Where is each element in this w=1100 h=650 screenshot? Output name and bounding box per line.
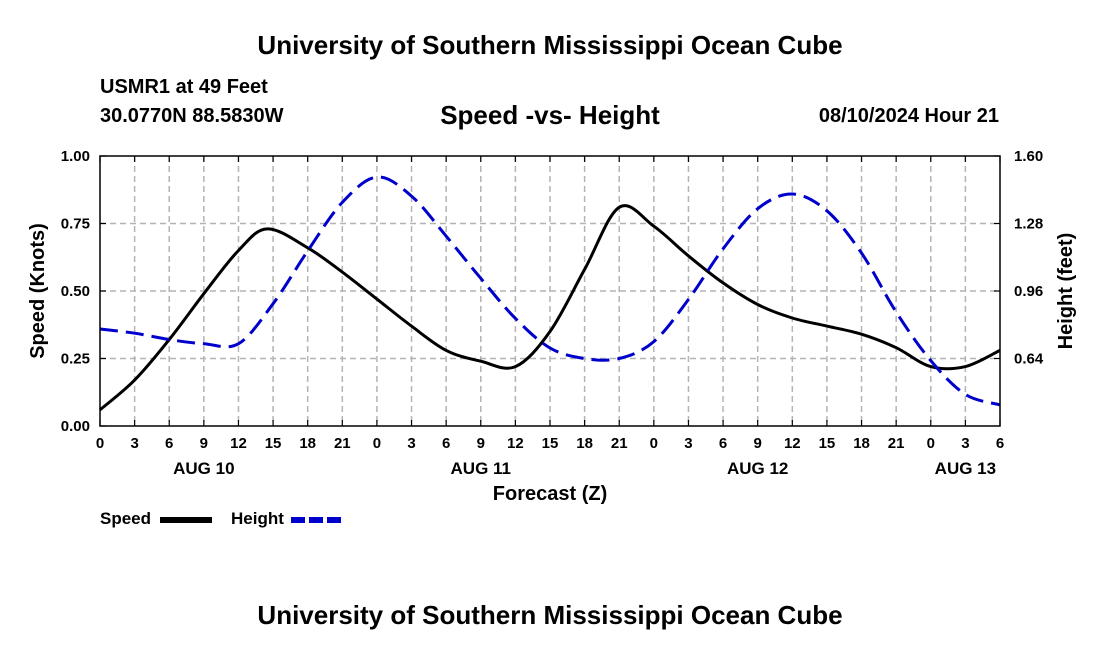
station-label: USMR1 at 49 Feet xyxy=(100,76,268,98)
x-tick-label: 3 xyxy=(961,435,969,452)
x-axis-label: Forecast (Z) xyxy=(493,483,607,505)
x-tick-label: 9 xyxy=(200,435,208,452)
y-tick-label: 0.25 xyxy=(61,351,90,368)
x-tick-label: 9 xyxy=(754,435,762,452)
y2-tick-label: 1.28 xyxy=(1014,216,1043,233)
chart-subtitle: Speed -vs- Height xyxy=(440,100,660,130)
x-tick-label: 21 xyxy=(888,435,905,452)
grid-layer xyxy=(100,156,1000,426)
x-tick-label: 12 xyxy=(784,435,801,452)
x-tick-label: 6 xyxy=(996,435,1004,452)
x-tick-label: 12 xyxy=(230,435,247,452)
legend-height-swatch xyxy=(291,517,343,523)
main-title: University of Southern Mississippi Ocean… xyxy=(257,30,843,60)
x-tick-label: 15 xyxy=(819,435,836,452)
y2-tick-label: 0.96 xyxy=(1014,283,1043,300)
x-tick-label: 0 xyxy=(927,435,935,452)
x-tick-label: 21 xyxy=(611,435,628,452)
x-tick-label: 0 xyxy=(96,435,104,452)
x-tick-label: 18 xyxy=(853,435,870,452)
y2-tick-label: 1.60 xyxy=(1014,148,1043,165)
speed-series-line xyxy=(99,204,1001,411)
x-tick-label: 15 xyxy=(265,435,282,452)
x-tick-label: 6 xyxy=(442,435,450,452)
x-tick-label: 18 xyxy=(576,435,593,452)
date-label: AUG 10 xyxy=(173,459,234,478)
y-tick-label: 0.50 xyxy=(61,283,90,300)
legend-speed-swatch xyxy=(160,517,212,523)
x-tick-label: 6 xyxy=(719,435,727,452)
x-tick-label: 3 xyxy=(407,435,415,452)
date-label: AUG 13 xyxy=(935,459,996,478)
footer-title: University of Southern Mississippi Ocean… xyxy=(257,600,843,630)
y-axis-label: Speed (Knots) xyxy=(27,223,49,359)
coordinates-label: 30.0770N 88.5830W xyxy=(100,105,284,127)
y-tick-label: 0.75 xyxy=(61,216,90,233)
x-tick-label: 6 xyxy=(165,435,173,452)
x-tick-label: 18 xyxy=(299,435,316,452)
x-tick-label: 3 xyxy=(130,435,138,452)
x-tick-label: 3 xyxy=(684,435,692,452)
y-tick-label: 0.00 xyxy=(61,418,90,435)
y-tick-label: 1.00 xyxy=(61,148,90,165)
x-tick-label: 0 xyxy=(650,435,658,452)
legend-height-label: Height xyxy=(231,509,284,528)
forecast-datetime: 08/10/2024 Hour 21 xyxy=(818,105,999,127)
y2-axis-label: Height (feet) xyxy=(1055,233,1077,350)
date-label: AUG 12 xyxy=(727,459,788,478)
y2-tick-label: 0.64 xyxy=(1014,351,1044,368)
height-series-line xyxy=(99,175,1001,407)
x-tick-label: 15 xyxy=(542,435,559,452)
series-layer xyxy=(99,175,1001,411)
x-tick-label: 0 xyxy=(373,435,381,452)
x-tick-label: 21 xyxy=(334,435,351,452)
legend-speed-label: Speed xyxy=(100,509,152,528)
x-tick-label: 12 xyxy=(507,435,524,452)
axes-layer: 0 3 6 9 12 15 18 21 0 3 6 9 12 15 18 21 0 3 6 9 12 15 18 21 0 3 6A… xyxy=(61,148,1044,478)
x-tick-label: 9 xyxy=(477,435,485,452)
date-label: AUG 11 xyxy=(451,459,511,478)
